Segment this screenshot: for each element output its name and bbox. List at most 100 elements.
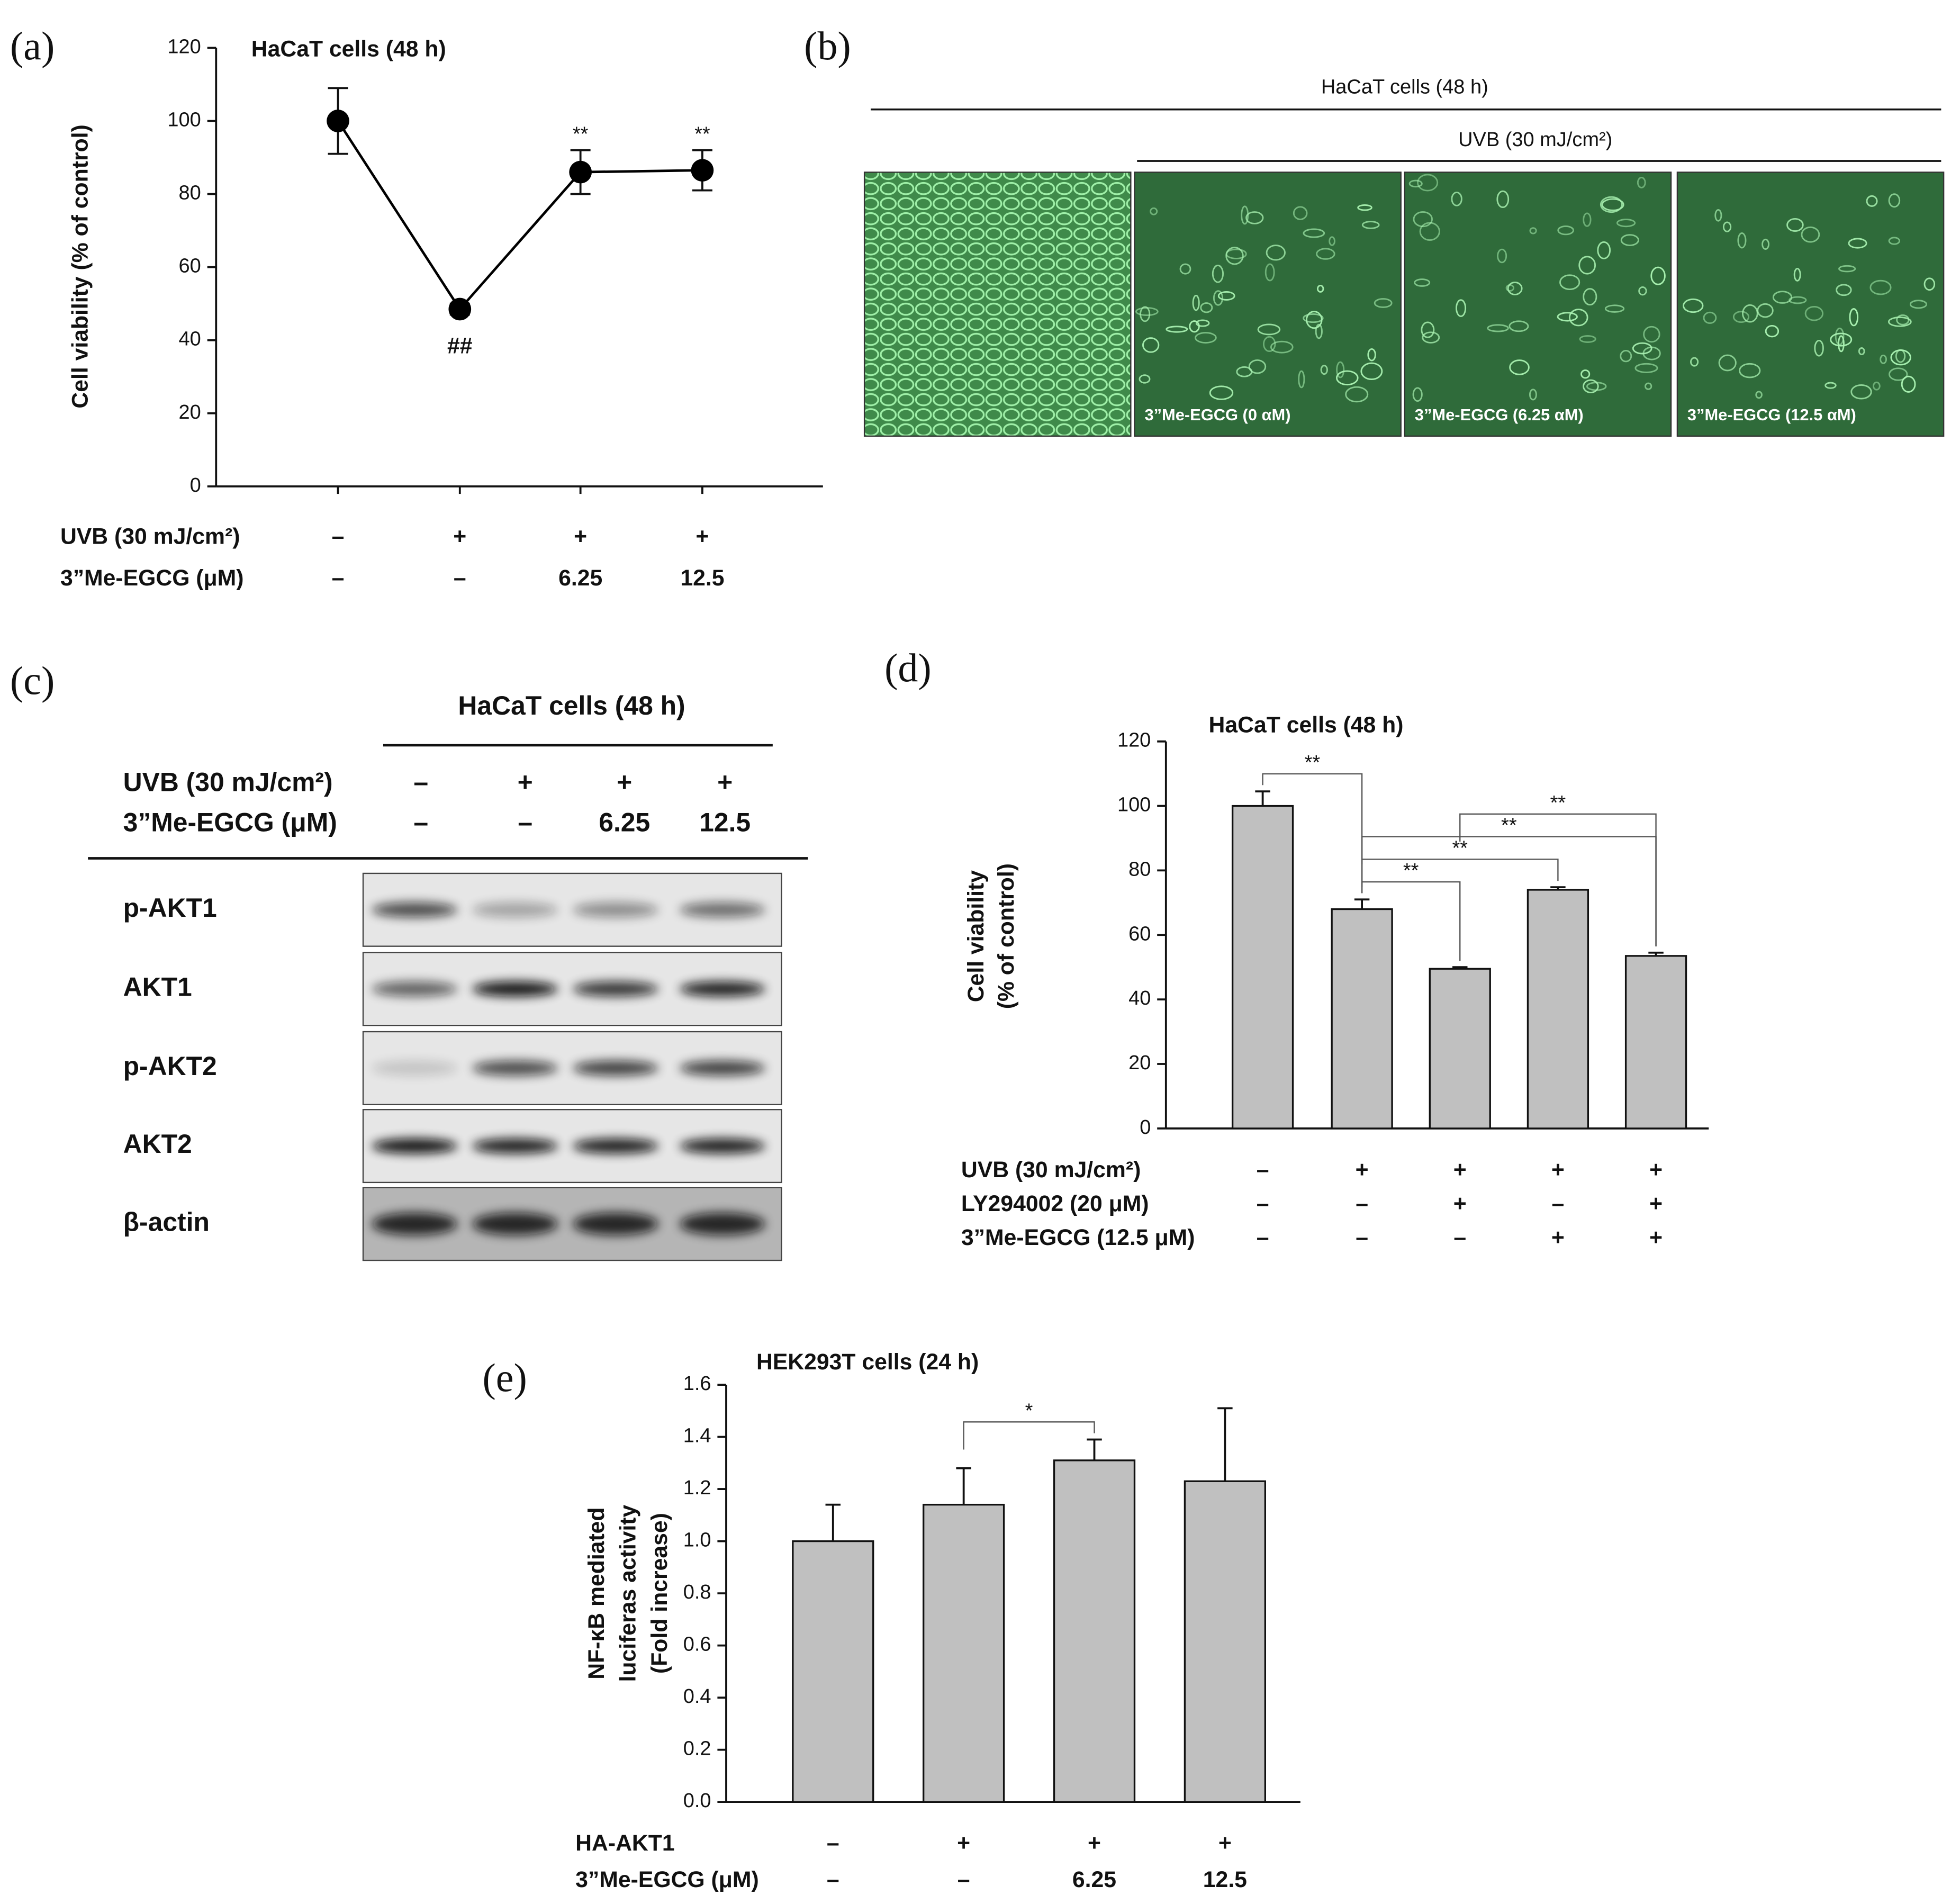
cell xyxy=(1487,324,1509,332)
y-tick-label: 40 xyxy=(179,328,201,350)
cell xyxy=(1632,342,1652,355)
y-tick-label: 0.2 xyxy=(683,1738,711,1760)
micrograph-title: HaCaT cells (48 h) xyxy=(1321,76,1488,98)
cell xyxy=(1923,277,1936,291)
cell xyxy=(1200,302,1213,313)
condition-value: + xyxy=(1218,1830,1232,1856)
bar xyxy=(1527,889,1589,1130)
condition-value: + xyxy=(1649,1225,1663,1250)
cell xyxy=(1360,362,1383,381)
panel-label: (d) xyxy=(884,646,932,691)
cell xyxy=(1880,354,1887,364)
cell xyxy=(1209,385,1234,400)
condition-value: + xyxy=(696,524,709,549)
y-tick-label: 120 xyxy=(1117,729,1151,752)
cell xyxy=(1583,379,1599,393)
cell xyxy=(1739,363,1761,378)
y-tick-label: 0 xyxy=(190,474,201,497)
cell xyxy=(1316,284,1324,293)
y-tick-label: 40 xyxy=(1128,987,1151,1009)
cell xyxy=(1142,337,1160,353)
point xyxy=(569,160,592,184)
y-axis-label: NF-κB mediated xyxy=(584,1507,609,1679)
cell xyxy=(1248,359,1267,374)
condition-value: – xyxy=(332,524,345,549)
cell xyxy=(1225,247,1244,265)
blot-band xyxy=(680,1212,765,1235)
condition-label: HA-AKT1 xyxy=(575,1830,674,1856)
cell xyxy=(1873,381,1881,391)
micrograph xyxy=(1134,172,1402,437)
cell xyxy=(1336,370,1359,386)
cell xyxy=(1266,245,1286,261)
cell xyxy=(1422,331,1440,344)
cell xyxy=(1357,204,1372,211)
cell xyxy=(1645,382,1652,390)
bar xyxy=(1053,1459,1136,1803)
cell xyxy=(1529,389,1537,401)
condition-value: 6.25 xyxy=(1072,1867,1116,1892)
micrograph xyxy=(1676,172,1945,437)
blot-row-label: β-actin xyxy=(123,1207,210,1237)
cell xyxy=(1195,319,1210,327)
cell xyxy=(1620,234,1639,246)
point xyxy=(691,159,714,182)
significance-label: ** xyxy=(694,123,710,145)
error-bar xyxy=(1354,898,1370,909)
micrograph-caption: 3”Me-EGCG (12.5 αM) xyxy=(1687,405,1856,424)
comparison-bracket xyxy=(1262,773,1363,894)
comparison-bracket xyxy=(1459,813,1657,946)
comparison-bracket xyxy=(1361,836,1657,946)
cell xyxy=(1789,296,1807,304)
cell xyxy=(1600,196,1623,213)
error-bar xyxy=(1217,1407,1233,1482)
chart-title: HaCaT cells (48 h) xyxy=(1209,712,1404,738)
y-axis-label: (Fold increase) xyxy=(647,1513,672,1674)
y-tick-label: 0.6 xyxy=(683,1634,711,1656)
condition-value: + xyxy=(1551,1225,1565,1250)
blot-band xyxy=(472,902,558,918)
panel-label: (b) xyxy=(804,24,851,69)
cell xyxy=(1762,238,1769,250)
cell xyxy=(1264,263,1275,282)
condition-label: UVB (30 mJ/cm²) xyxy=(60,524,240,549)
cell xyxy=(1742,304,1758,323)
condition-value: + xyxy=(617,768,632,797)
condition-value: – xyxy=(1257,1157,1269,1183)
cell xyxy=(1303,313,1324,323)
error-bar xyxy=(1087,1438,1102,1460)
cell xyxy=(1866,195,1878,207)
comparison-label: ** xyxy=(1550,792,1566,814)
cell xyxy=(1786,218,1804,232)
cell xyxy=(1303,228,1325,238)
cell xyxy=(1683,298,1704,313)
condition-value: + xyxy=(1551,1157,1565,1183)
cell xyxy=(1413,211,1433,228)
cell xyxy=(1616,219,1636,228)
cell xyxy=(1306,311,1323,329)
cell xyxy=(1414,278,1431,287)
cell xyxy=(1451,192,1462,206)
blot-row-label: AKT1 xyxy=(123,972,192,1002)
cell xyxy=(1722,221,1732,232)
cell xyxy=(1529,227,1537,234)
condition-value: + xyxy=(957,1830,970,1856)
comparison-bracket xyxy=(1361,881,1461,961)
error-bar xyxy=(956,1467,971,1505)
bar xyxy=(1331,908,1393,1130)
cell xyxy=(1257,323,1281,336)
cell xyxy=(1557,225,1574,236)
bar xyxy=(1429,968,1491,1130)
blot-band xyxy=(680,902,765,918)
cell xyxy=(1497,248,1507,264)
cell xyxy=(1765,324,1780,338)
chart-title: HaCaT cells (48 h) xyxy=(251,36,446,61)
cell xyxy=(1737,232,1747,249)
condition-value: – xyxy=(518,808,532,837)
cell xyxy=(1179,263,1191,275)
cell xyxy=(1714,209,1722,222)
blot-band xyxy=(680,1060,765,1076)
y-tick-label: 100 xyxy=(167,109,201,131)
cell xyxy=(1408,179,1423,188)
